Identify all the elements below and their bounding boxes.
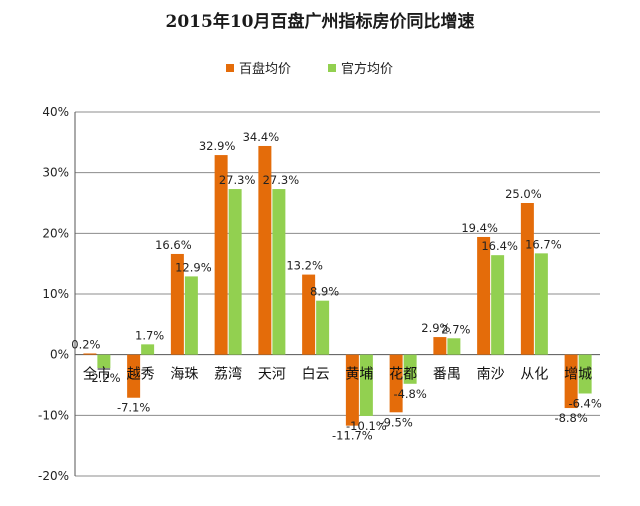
data-label: 2.7% xyxy=(441,322,470,336)
x-tick-label: 越秀 xyxy=(127,367,155,383)
x-tick-label: 全市 xyxy=(83,366,111,383)
y-tick-label: -10% xyxy=(38,408,69,422)
legend-swatch xyxy=(328,64,336,72)
x-tick-label: 南沙 xyxy=(477,367,505,383)
data-label: -11.7% xyxy=(332,429,373,443)
legend: 百盘均价 官方均价 xyxy=(226,61,393,77)
data-label: 16.4% xyxy=(481,239,518,253)
bar xyxy=(359,354,373,416)
bar xyxy=(564,354,578,409)
bar xyxy=(228,189,242,355)
data-labels: 0.2% -2.2% -7.1% 1.7% 16.6% 12.9% 32.9% 27.3% 34… xyxy=(71,130,602,443)
bar xyxy=(83,353,97,355)
bar xyxy=(170,253,184,355)
x-axis: 全市 越秀 海珠 荔湾 天河 白云 黄埔 花都 番禺 南沙 从化 增城 xyxy=(83,366,592,383)
bar xyxy=(316,300,330,355)
data-label: 12.9% xyxy=(175,260,212,274)
bar xyxy=(520,203,534,355)
x-tick-label: 白云 xyxy=(302,367,330,383)
gridlines xyxy=(74,111,600,477)
x-tick-label: 花都 xyxy=(389,367,417,383)
x-tick-label: 荔湾 xyxy=(214,366,242,383)
y-tick-label: 30% xyxy=(42,166,69,180)
data-label: 16.7% xyxy=(525,237,562,251)
y-tick-label: 10% xyxy=(42,287,69,301)
data-label: 8.9% xyxy=(310,285,339,299)
bar xyxy=(214,155,228,355)
bar xyxy=(345,354,359,426)
bar xyxy=(578,354,592,394)
data-label: -8.8% xyxy=(554,411,587,425)
legend-label: 百盘均价 xyxy=(239,61,291,77)
bar xyxy=(258,145,272,355)
bar xyxy=(389,354,403,413)
bar xyxy=(272,189,286,355)
x-tick-label: 黄埔 xyxy=(345,366,373,383)
data-label: -2.2% xyxy=(87,371,120,385)
x-tick-label: 增城 xyxy=(564,367,592,383)
bar xyxy=(403,354,417,384)
data-label: 27.3% xyxy=(219,173,256,187)
data-label: -7.1% xyxy=(117,401,150,415)
y-tick-label: 0% xyxy=(50,348,69,362)
data-label: 16.6% xyxy=(155,238,192,252)
data-label: -9.5% xyxy=(379,415,412,429)
data-label: 0.2% xyxy=(71,337,100,351)
data-label: 25.0% xyxy=(505,187,542,201)
data-label: 1.7% xyxy=(135,328,164,342)
data-label: 34.4% xyxy=(243,130,280,144)
data-label: -6.4% xyxy=(568,396,601,410)
bar xyxy=(534,253,548,355)
legend-label: 官方均价 xyxy=(341,61,393,77)
bar xyxy=(491,255,505,355)
bar xyxy=(477,236,491,355)
bar xyxy=(127,354,141,398)
data-label: 2.9% xyxy=(421,321,450,335)
bar xyxy=(302,274,316,355)
x-tick-label: 从化 xyxy=(520,367,548,383)
x-tick-label: 番禺 xyxy=(433,367,461,383)
plot-area xyxy=(83,145,592,426)
y-tick-label: -20% xyxy=(38,469,69,483)
y-tick-label: 20% xyxy=(42,226,69,240)
y-tick-label: 40% xyxy=(42,105,69,119)
legend-swatch xyxy=(226,64,234,72)
data-label: 32.9% xyxy=(199,139,236,153)
data-label: -10.1% xyxy=(346,419,387,433)
data-label: -4.8% xyxy=(393,387,426,401)
x-tick-label: 海珠 xyxy=(170,367,198,383)
chart-title: 2015年10月百盘广州指标房价同比增速 xyxy=(166,11,475,32)
data-label: 13.2% xyxy=(286,259,323,273)
bar xyxy=(97,354,111,369)
bar xyxy=(447,338,461,355)
data-label: 19.4% xyxy=(461,221,498,235)
bar xyxy=(433,337,447,355)
x-tick-label: 天河 xyxy=(258,367,286,383)
y-axis: -20% -10% 0% 10% 20% 30% 40% xyxy=(38,105,69,483)
bar xyxy=(141,344,155,355)
data-label: 27.3% xyxy=(263,173,300,187)
bar xyxy=(184,276,198,355)
